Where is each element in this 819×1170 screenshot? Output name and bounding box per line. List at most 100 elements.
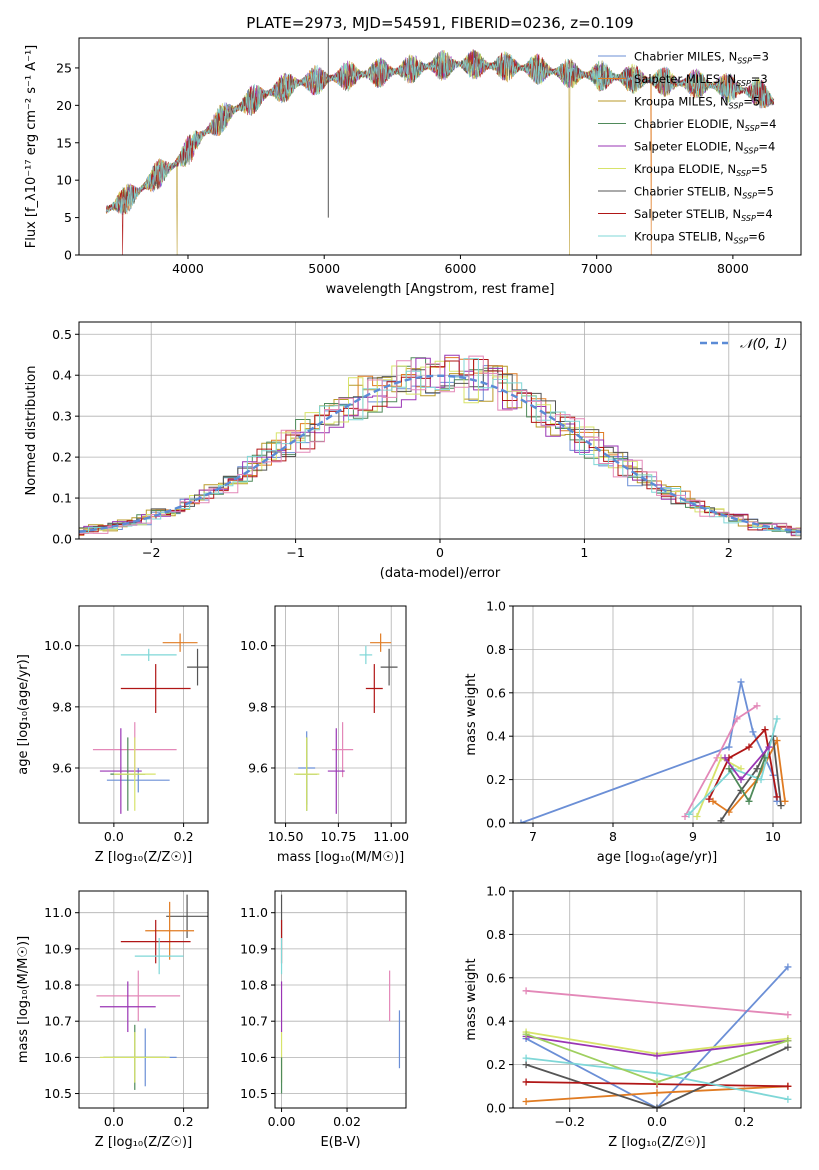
mass-vs-EBV-chart: 0.00 0.02 10.5 10.6 10.7 10.8 10.9 11.0 E(B-V): [240, 890, 407, 1150]
x-tick-label: 9: [689, 829, 697, 844]
y-tick-label: 0: [64, 248, 72, 263]
y-tick-label: 10.9: [44, 941, 72, 956]
weight-marker: [517, 819, 525, 823]
weight-marker: [745, 797, 753, 805]
y-tick-label: 25: [56, 60, 72, 75]
y-tick-label: 10.5: [240, 1086, 268, 1101]
weight-marker: [522, 987, 530, 995]
x-tick-label: 5000: [308, 261, 340, 276]
legend-label: Chabrier MILES, NSSP=3: [634, 50, 769, 66]
mass-vs-Z-chart: 0.0 0.2 10.5 10.6 10.7 10.8 10.9 11.0 Z [log₁₀(Z…: [16, 890, 209, 1150]
x-tick-label: 10.50: [268, 829, 304, 844]
y-tick-label: 9.8: [248, 699, 268, 714]
weight-marker: [784, 963, 792, 971]
weight-marker: [784, 1037, 792, 1045]
y-tick-label: 10.0: [44, 638, 72, 653]
weight-marker: [653, 1052, 661, 1060]
x-tick-label: 1: [580, 545, 588, 560]
weight-marker: [721, 754, 729, 762]
x-tick-label: −1: [286, 545, 304, 560]
axes-frame: [274, 605, 407, 824]
x-axis-label: Z [log₁₀(Z/Z☉)]: [608, 1135, 705, 1150]
weight-marker: [757, 776, 765, 784]
y-tick-label: 11.0: [44, 905, 72, 920]
weight-line: [525, 1046, 789, 1108]
y-tick-label: 10.5: [44, 1086, 72, 1101]
weight-line: [526, 989, 788, 1016]
x-tick-label: 10.75: [320, 829, 356, 844]
x-tick-label: 0.2: [734, 1114, 754, 1129]
weight-marker: [705, 795, 713, 803]
x-axis-label: age [log₁₀(age/yr)]: [597, 850, 718, 865]
x-axis-label: mass [log₁₀(M/M☉)]: [277, 850, 404, 865]
weight-marker: [753, 765, 761, 773]
weight-marker: [773, 793, 781, 801]
spectrum-legend: Chabrier MILES, NSSP=3 Salpeter MILES, NS…: [598, 50, 776, 246]
spectrum-chart: 4000 5000 6000 7000 8000 0 5 10 15 20 25 wavelength…: [24, 37, 802, 297]
plots-container: 4000 5000 6000 7000 80000510152025wavelength…: [16, 37, 802, 1150]
x-axis-label: E(B-V): [320, 1135, 360, 1150]
legend-label: Kroupa ELODIE, NSSP=5: [634, 162, 768, 178]
y-tick-label: 0.6: [486, 685, 506, 700]
y-axis-label: mass weight: [464, 673, 479, 755]
weight-marker: [773, 715, 781, 723]
x-tick-label: 4000: [172, 261, 204, 276]
legend-label: Kroupa MILES, NSSP=5: [634, 95, 760, 111]
weight-marker: [522, 1097, 530, 1105]
weight-marker: [693, 812, 701, 820]
weight-marker: [725, 765, 733, 773]
y-tick-label: 0.1: [52, 491, 72, 506]
age-vs-mass-chart: 10.50 10.75 11.00 9.6 9.8 10.0 mass [log₁₀(M/M…: [240, 605, 409, 865]
y-axis-label: mass [log₁₀(M/M☉)]: [16, 936, 31, 1063]
x-tick-label: 0.0: [647, 1114, 667, 1129]
y-tick-label: 20: [56, 98, 72, 113]
weight-marker: [653, 1078, 661, 1086]
y-tick-label: 0.4: [486, 1014, 506, 1029]
axes-frame: [274, 890, 407, 1109]
y-axis-label: mass weight: [464, 958, 479, 1040]
y-tick-label: 5: [64, 210, 72, 225]
x-tick-label: 0.0: [104, 829, 124, 844]
y-tick-label: 9.8: [52, 699, 72, 714]
weight-marker: [522, 1061, 530, 1069]
weight-marker: [653, 1104, 661, 1108]
weight-line: [696, 756, 742, 817]
y-tick-label: 10.9: [240, 941, 268, 956]
histogram-step: [79, 358, 801, 536]
x-tick-label: 0.2: [174, 829, 194, 844]
weight-marker: [522, 1030, 530, 1038]
x-tick-label: 10: [765, 829, 781, 844]
normal-curve: [79, 374, 801, 533]
y-tick-label: 0.0: [486, 1101, 506, 1116]
y-tick-label: 0.4: [486, 729, 506, 744]
weight-marker: [781, 797, 789, 805]
x-axis-label: Z [log₁₀(Z/Z☉)]: [95, 850, 192, 865]
error-bars: [294, 633, 398, 814]
x-tick-label: 0.2: [174, 1114, 194, 1129]
y-tick-label: 0.2: [486, 772, 506, 787]
x-tick-label: −2: [142, 545, 160, 560]
legend-label: Chabrier STELIB, NSSP=5: [634, 185, 774, 201]
weight-marker: [522, 1078, 530, 1086]
y-axis-label: age [log₁₀(age/yr)]: [16, 654, 31, 775]
y-tick-label: 15: [56, 135, 72, 150]
y-tick-label: 10.8: [240, 978, 268, 993]
x-tick-label: 11.00: [373, 829, 409, 844]
axes-frame: [78, 37, 802, 256]
weight-marker: [737, 776, 745, 784]
weight-marker: [733, 715, 741, 723]
weight-marker: [653, 1069, 661, 1077]
weight-marker: [681, 812, 689, 820]
x-tick-label: 2: [725, 545, 733, 560]
y-axis-label: Normed distribution: [24, 366, 39, 496]
y-tick-label: 0.2: [52, 450, 72, 465]
weight-marker: [784, 1095, 792, 1103]
weight-line: [525, 966, 789, 1108]
legend-label: Salpeter STELIB, NSSP=4: [634, 207, 773, 223]
weight-marker: [765, 743, 773, 751]
spectrum-line: [105, 50, 775, 215]
legend-label: Chabrier ELODIE, NSSP=4: [634, 117, 776, 133]
x-tick-label: 7: [529, 829, 537, 844]
legend-label: Salpeter MILES, NSSP=3: [634, 72, 768, 88]
